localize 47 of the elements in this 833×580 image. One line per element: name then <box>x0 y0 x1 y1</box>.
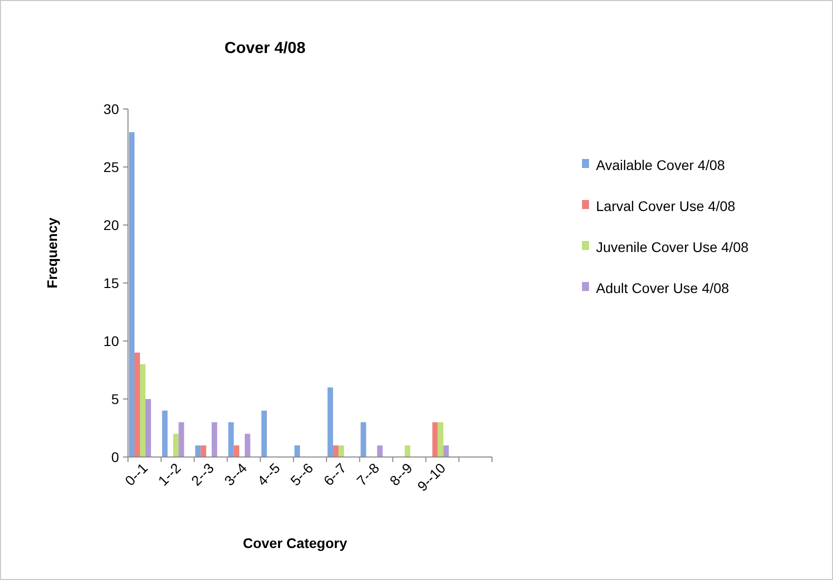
bar <box>140 364 146 457</box>
bar <box>443 445 449 457</box>
x-tick-label: 3--4 <box>221 460 250 489</box>
bar <box>129 132 134 457</box>
bar <box>432 422 438 457</box>
y-tick-label: 30 <box>103 100 120 117</box>
y-tick-label: 10 <box>103 332 120 349</box>
bar <box>212 422 218 457</box>
x-tick-label: 8--9 <box>386 460 416 489</box>
legend-label: Juvenile Cover Use 4/08 <box>596 238 749 255</box>
x-tick-label: 2--3 <box>188 460 217 489</box>
bar <box>134 352 140 457</box>
bar <box>234 445 240 457</box>
x-tick-label: 4--5 <box>254 460 284 489</box>
bar <box>438 422 444 457</box>
x-tick-label: 5--6 <box>287 460 316 489</box>
bar <box>360 422 366 457</box>
legend-label: Adult Cover Use 4/08 <box>596 280 730 296</box>
bar <box>294 445 300 457</box>
bar <box>261 410 267 457</box>
y-tick-label: 15 <box>103 274 120 291</box>
bar <box>328 387 334 457</box>
bar <box>200 445 206 457</box>
chart-title: Cover 4/08 <box>224 40 306 57</box>
bar <box>338 445 344 457</box>
bar <box>162 410 168 457</box>
bar <box>404 445 410 457</box>
bar <box>173 434 179 457</box>
y-tick-label: 25 <box>103 158 120 175</box>
x-tick-label: 6--7 <box>320 460 350 489</box>
bar <box>244 434 250 457</box>
bar <box>333 445 339 457</box>
bar <box>195 445 201 457</box>
y-tick-label: 5 <box>111 390 120 407</box>
bar <box>377 445 383 457</box>
bar <box>178 422 184 457</box>
x-tick-label: 7--8 <box>353 460 382 489</box>
legend-label: Larval Cover Use 4/08 <box>596 198 736 214</box>
x-axis-title: Cover Category <box>242 535 348 551</box>
legend-label: Available Cover 4/08 <box>596 156 726 173</box>
y-axis-title: Frequency <box>44 217 60 288</box>
x-tick-label: 0--1 <box>122 460 151 489</box>
y-tick-label: 20 <box>103 216 120 233</box>
bar <box>146 399 151 457</box>
y-tick-label: 0 <box>111 448 120 465</box>
bar <box>228 422 234 457</box>
x-tick-label: 1--2 <box>154 460 184 489</box>
